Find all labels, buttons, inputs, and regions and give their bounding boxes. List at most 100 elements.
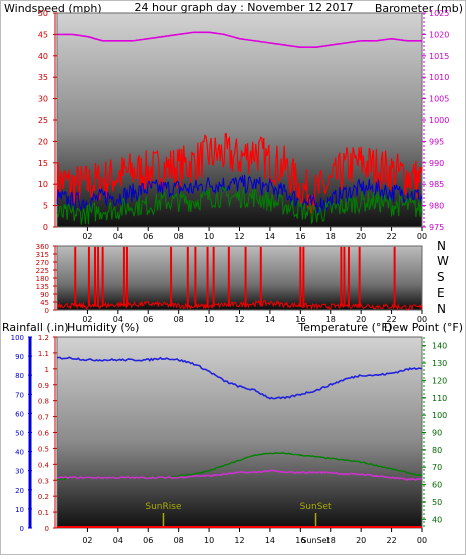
humidity-tick-label: 90	[15, 353, 24, 361]
x-tick-label: 10	[204, 536, 214, 545]
y2-tick-label: 1010	[429, 73, 449, 82]
x-tick-label: 18	[326, 536, 336, 545]
temp-tick-label: 130	[432, 359, 447, 368]
x-tick-label: 22	[386, 232, 396, 241]
y-tick-label: 40	[38, 52, 48, 61]
y2-tick-label: 1000	[429, 116, 449, 125]
x-tick-label: 08	[174, 536, 184, 545]
x-tick-label: 22	[386, 315, 396, 324]
y-tick-label: 315	[36, 251, 49, 259]
x-tick-label: 00	[417, 315, 427, 324]
x-tick-label: 20	[356, 536, 366, 545]
humidity-tick-label: 0	[20, 525, 24, 533]
humidity-tick-label: 40	[15, 449, 24, 457]
temp-tick-label: 40	[432, 515, 442, 524]
x-tick-label: 16	[295, 232, 305, 241]
rain-tick-label: 0.3	[38, 477, 49, 485]
x-tick-label: 18	[326, 315, 336, 324]
x-tick-label: 20	[356, 232, 366, 241]
humidity-tick-label: 30	[15, 468, 24, 476]
compass-label: W	[437, 254, 449, 268]
y-tick-label: 20	[38, 137, 48, 146]
y2-tick-label: 995	[429, 137, 444, 146]
y-tick-label: 15	[38, 159, 48, 168]
humidity-axis-label: Humidity (%)	[67, 321, 139, 334]
y-tick-label: 45	[40, 299, 49, 307]
compass-label: N	[437, 239, 446, 253]
compass-label: S	[437, 270, 445, 284]
humidity-tick-label: 100	[11, 334, 24, 342]
temp-tick-label: 50	[432, 498, 442, 507]
direction-panel	[56, 245, 423, 311]
x-tick-label: 06	[143, 536, 153, 545]
y-tick-label: 360	[36, 243, 49, 251]
sunrise-label: SunRise	[145, 502, 182, 512]
y-tick-label: 135	[36, 283, 49, 291]
rain-tick-label: 0.9	[38, 382, 49, 390]
compass-labels: N W S E N	[437, 239, 449, 316]
rain-tick-label: 1.1	[38, 350, 49, 358]
x-tick-label: 12	[234, 232, 244, 241]
rain-tick-label: 0.5	[38, 445, 49, 453]
windspeed-axis-label: Windspeed (mph)	[4, 2, 102, 15]
x-tick-label: 10	[204, 315, 214, 324]
humidity-tick-label: 20	[15, 487, 24, 495]
series-humidity	[56, 356, 423, 400]
graph-title: 24 hour graph day : November 12 2017	[134, 1, 353, 14]
barometer-axis-label: Barometer (mb)	[375, 2, 463, 15]
rain-tick-label: 0.1	[38, 509, 49, 517]
y-tick-label: 270	[36, 259, 49, 267]
series-barometer	[57, 31, 422, 49]
climate-panel	[56, 336, 423, 529]
series-wind-low	[56, 185, 423, 225]
x-tick-label: 14	[265, 232, 275, 241]
climate-chart: 010203040506070809010000.10.20.30.40.50.…	[11, 334, 448, 545]
rain-tick-label: 0	[45, 525, 49, 533]
x-tick-label: 12	[234, 315, 244, 324]
humidity-tick-label: 50	[15, 430, 24, 438]
x-tick-label: 06	[143, 315, 153, 324]
compass-label: E	[437, 286, 445, 300]
sunset-axis-label: SunSet	[301, 536, 329, 545]
y-tick-label: 5	[43, 202, 48, 211]
temp-tick-label: 80	[432, 446, 442, 455]
y-tick-label: 225	[36, 267, 49, 275]
y-tick-label: 180	[36, 275, 49, 283]
temperature-axis-label: Temperature (°F)	[297, 321, 392, 334]
x-tick-label: 04	[113, 315, 123, 324]
x-tick-label: 00	[417, 536, 427, 545]
temp-tick-label: 70	[432, 463, 442, 472]
rain-tick-label: 0.7	[38, 414, 49, 422]
rain-tick-label: 1	[45, 366, 49, 374]
x-tick-label: 04	[113, 536, 123, 545]
x-tick-label: 14	[265, 536, 275, 545]
x-tick-label: 16	[295, 315, 305, 324]
x-tick-label: 04	[113, 232, 123, 241]
rain-tick-label: 0.8	[38, 398, 49, 406]
x-tick-label: 08	[174, 315, 184, 324]
temp-tick-label: 100	[432, 411, 447, 420]
x-tick-label: 12	[234, 536, 244, 545]
y-tick-label: 45	[38, 30, 48, 39]
y2-tick-label: 975	[429, 223, 444, 232]
x-tick-label: 16	[295, 536, 305, 545]
y-tick-label: 90	[40, 291, 49, 299]
y2-tick-label: 985	[429, 180, 444, 189]
temp-tick-label: 120	[432, 376, 447, 385]
y2-tick-label: 980	[429, 202, 444, 211]
humidity-tick-label: 10	[15, 506, 24, 514]
rain-tick-label: 0.6	[38, 430, 50, 438]
y-tick-label: 35	[38, 73, 48, 82]
rainfall-axis-label: Rainfall (.in)	[2, 321, 69, 334]
y-tick-label: 25	[38, 116, 48, 125]
compass-label: N	[437, 302, 446, 316]
series-wind-gust	[56, 133, 423, 214]
series-direction	[56, 299, 423, 311]
y-tick-label: 0	[43, 223, 48, 232]
x-tick-label: 00	[417, 232, 427, 241]
dewpoint-axis-label: Dew Point (°F)	[384, 321, 463, 334]
series-wind-avg	[56, 174, 423, 214]
y2-tick-label: 1005	[429, 95, 449, 104]
